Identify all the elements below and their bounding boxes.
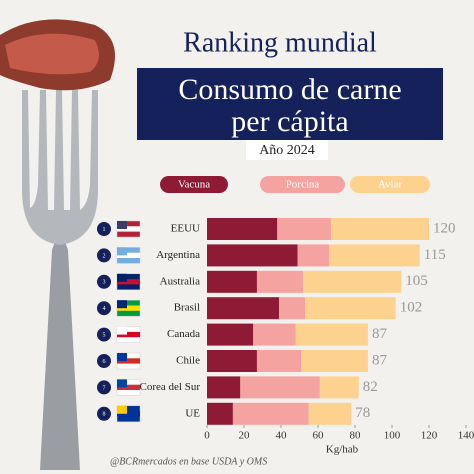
category-label: Canada <box>167 328 200 340</box>
bar-segment <box>207 350 257 372</box>
total-label: 120 <box>433 220 456 236</box>
x-tick-label: 40 <box>276 430 288 442</box>
x-tick-label: 60 <box>313 430 325 442</box>
rank-badge <box>97 274 111 289</box>
rank-badge <box>97 222 111 236</box>
category-label: EEUU <box>171 223 200 235</box>
flag <box>117 405 127 414</box>
rank-label: 4 <box>103 306 106 312</box>
rank-label: 8 <box>103 412 106 418</box>
legend-swatch <box>260 176 345 193</box>
bar-segment <box>207 402 233 425</box>
rank-label: 1 <box>103 227 106 233</box>
rank-label: 7 <box>103 385 106 391</box>
legend-label: Vacuna <box>178 179 210 191</box>
total-label: 87 <box>372 352 388 368</box>
flag <box>117 353 127 361</box>
category-label: Brasil <box>174 302 200 314</box>
subtitle: per cápita <box>231 105 348 138</box>
legend-swatch <box>350 176 430 193</box>
bar-segment <box>295 323 368 346</box>
bar-segment <box>279 297 306 320</box>
flag <box>117 411 140 417</box>
category-label: UE <box>185 407 200 419</box>
x-tick-label: 100 <box>384 430 401 442</box>
bar-segment <box>305 297 396 320</box>
bar-segment <box>256 350 302 372</box>
rank-badge <box>97 301 111 316</box>
fork-illustration <box>0 19 115 470</box>
bar-segment <box>308 402 352 425</box>
bar-segment <box>329 244 420 267</box>
bar-segment <box>253 323 296 346</box>
category-label: Australia <box>160 275 200 287</box>
x-axis-label: Kg/hab <box>326 444 359 456</box>
subtitle-box <box>137 68 443 140</box>
bar-segment <box>303 270 402 293</box>
flag <box>117 247 127 256</box>
legend-label: Porcina <box>286 179 320 191</box>
flag <box>117 379 127 388</box>
legend-label: Aviar <box>378 179 403 191</box>
x-tick-label: 120 <box>421 430 438 442</box>
source: @BCRmercados en base USDA y OMS <box>110 456 267 467</box>
rank-label: 2 <box>103 253 106 259</box>
flag <box>117 326 127 335</box>
legend-swatch <box>160 176 228 193</box>
bar-segment <box>301 350 368 372</box>
bar-segment <box>207 323 254 346</box>
year-label: Año 2024 <box>259 143 315 158</box>
bar-segment <box>256 270 304 293</box>
bar-segment <box>319 376 359 399</box>
flag <box>117 300 127 309</box>
total-label: 102 <box>400 300 423 316</box>
total-label: 115 <box>424 247 446 263</box>
x-tick-label: 80 <box>350 430 362 442</box>
bar-segment <box>207 218 278 240</box>
rank-label: 3 <box>103 280 106 286</box>
flag <box>117 221 127 229</box>
bar-segment <box>240 376 320 399</box>
flag <box>117 273 127 282</box>
rank-badge <box>97 248 111 263</box>
bar-segment <box>297 244 330 267</box>
rank-badge <box>97 380 111 395</box>
total-label: 82 <box>363 379 378 395</box>
bar-segment <box>232 402 309 425</box>
flag <box>117 305 140 311</box>
x-tick-label: 140 <box>458 430 474 442</box>
category-label: Corea del Sur <box>140 381 201 393</box>
flag <box>117 252 140 258</box>
x-tick-label: 0 <box>204 430 210 442</box>
flag <box>117 226 140 232</box>
category-label: Chile <box>176 355 200 367</box>
rank-badge <box>97 354 111 368</box>
bar-segment <box>277 218 331 240</box>
total-label: 78 <box>355 405 370 421</box>
bar-segment <box>207 270 257 293</box>
flag <box>117 384 140 390</box>
total-label: 105 <box>405 273 428 289</box>
total-label: 87 <box>372 326 388 342</box>
flag <box>117 279 140 285</box>
rank-label: 5 <box>103 332 106 338</box>
subtitle: Consumo de carne <box>178 73 401 106</box>
x-tick-label: 20 <box>239 430 251 442</box>
rank-badge <box>97 327 111 342</box>
flag <box>117 358 140 364</box>
category-label: Argentina <box>156 249 200 261</box>
rank-label: 6 <box>103 359 106 365</box>
bar-segment <box>207 244 298 267</box>
bar-segment <box>330 218 429 240</box>
flag <box>117 331 140 338</box>
year-box <box>246 140 328 160</box>
bar-segment <box>207 297 280 320</box>
title: Ranking mundial <box>183 27 377 58</box>
bar-segment <box>207 376 241 399</box>
rank-badge <box>97 406 111 421</box>
